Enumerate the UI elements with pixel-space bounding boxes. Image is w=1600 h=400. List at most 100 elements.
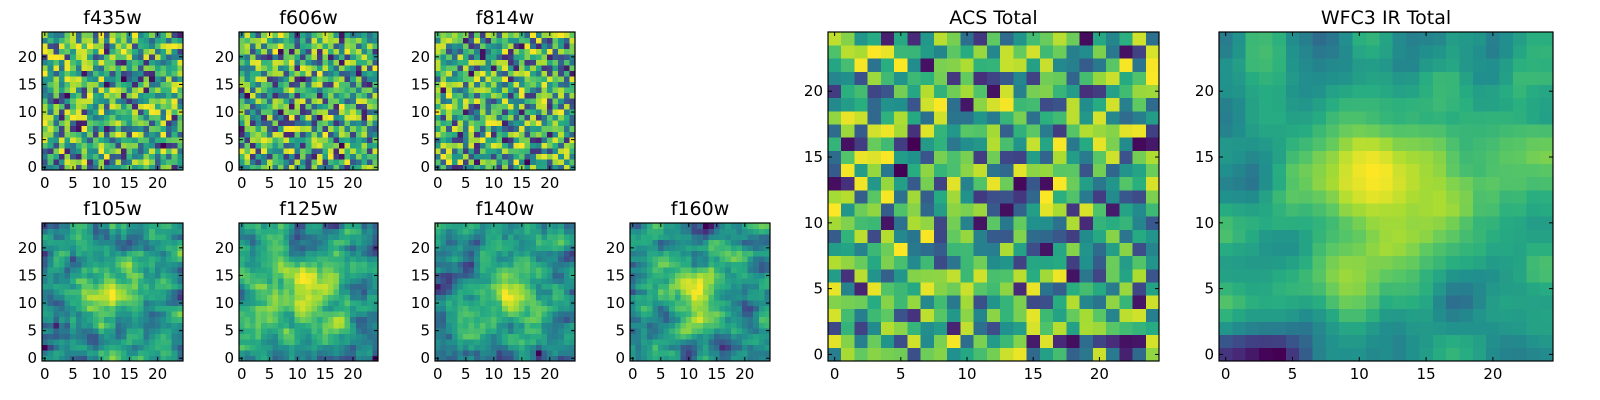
heatmap-cell [283,338,290,345]
heatmap-cell [294,256,301,263]
heatmap-cell [547,70,553,77]
heatmap-cell [126,245,133,251]
heatmap-cell [714,294,720,301]
heatmap-cell [730,223,737,229]
heatmap-cell [1145,268,1160,283]
heatmap-cell [714,327,720,334]
heatmap-cell [350,87,357,94]
heatmap-cell [725,294,732,301]
heatmap-cell [524,98,531,105]
heatmap-cell [753,289,760,296]
heatmap-cell [250,294,257,301]
heatmap-cell [474,48,481,55]
heatmap-cell [530,322,537,329]
heatmap-cell [372,59,379,66]
heatmap-cell [1145,216,1160,230]
heatmap-cell [143,311,150,318]
heatmap-cell [686,256,692,263]
heatmap-cell [702,278,709,285]
heatmap-cell [558,43,565,49]
heatmap-cell [171,131,178,138]
heatmap-cell [563,59,570,66]
heatmap-cell [261,48,268,55]
heatmap-cell [463,311,469,318]
heatmap-cell [474,153,481,160]
heatmap-cell [87,65,94,72]
heatmap-cell [344,261,351,268]
heatmap-cell [519,136,525,143]
heatmap-cell [109,153,116,160]
heatmap-cell [457,223,464,229]
heatmap-cell [730,333,737,340]
heatmap-cell [64,120,71,127]
heatmap-cell [669,305,676,312]
heatmap-cell [547,333,553,340]
heatmap-cell [1066,203,1080,217]
heatmap-cell [109,349,116,356]
heatmap-cell [42,158,49,165]
heatmap-cell [250,142,257,149]
heatmap-cell [255,103,262,110]
heatmap-cell [305,92,312,99]
heatmap-cell [350,272,357,279]
heatmap-cell [120,250,127,257]
x-tick-label: 5 [656,365,666,383]
heatmap-cell [255,37,262,44]
heatmap-cell [305,164,312,171]
heatmap-cell [177,267,184,274]
heatmap-cell [552,316,559,323]
heatmap-cell [53,43,60,49]
heatmap-cell [160,147,167,154]
heatmap-cell [166,153,173,160]
heatmap-cell [327,98,334,105]
heatmap-cell [143,125,150,132]
heatmap-cell [171,300,178,307]
heatmap-cell [75,37,82,44]
heatmap-cell [502,142,509,149]
heatmap-cell [81,278,88,285]
heatmap-cell [316,338,323,345]
heatmap-cell [372,32,379,38]
heatmap-cell [463,327,469,334]
heatmap-cell [747,234,754,240]
x-tick-label: 10 [484,174,503,192]
heatmap-cell [277,43,284,49]
heatmap-cell [563,272,570,279]
heatmap-cell [1039,229,1054,243]
heatmap-cell [502,103,509,110]
heatmap-cell [507,278,514,285]
heatmap-cell [366,316,373,323]
heatmap-cell [350,76,357,83]
heatmap-cell [1092,176,1107,191]
heatmap-cell [1066,255,1080,270]
heatmap-cell [563,338,570,345]
heatmap-cell [283,114,290,121]
heatmap-cell [457,158,464,165]
heatmap-cell [1132,255,1147,270]
heatmap-cell [58,267,65,274]
heatmap-cell [166,32,173,38]
heatmap-cell [327,228,334,235]
heatmap-cell [463,98,469,105]
heatmap-cell [753,256,760,263]
heatmap-cell [177,158,184,165]
heatmap-cell [1066,334,1080,349]
heatmap-cell [132,289,139,296]
heatmap-cell [361,125,368,132]
heatmap-cell [115,267,122,274]
heatmap-cell [479,76,486,83]
heatmap-cell [87,164,94,171]
heatmap-cell [266,120,273,127]
heatmap-cell [98,131,105,138]
y-tick-label: 5 [420,131,430,149]
heatmap-cell [686,300,692,307]
heatmap-cell [541,250,548,257]
heatmap-cell [753,311,760,318]
heatmap-cell [327,250,334,257]
heatmap-cell [535,109,542,116]
heatmap-cell [104,294,111,301]
heatmap-cell [47,234,54,240]
heatmap-cell [491,43,497,49]
heatmap-cell [502,109,509,116]
heatmap-cell [355,76,362,83]
